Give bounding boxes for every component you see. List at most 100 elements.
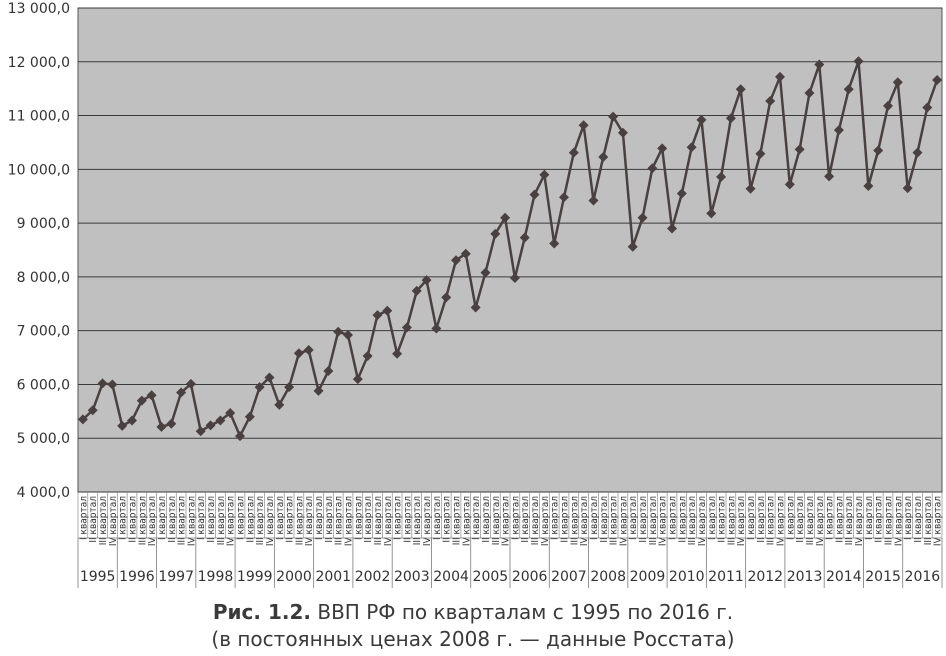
data-point [814,59,825,70]
data-point [117,420,128,431]
quarter-label: IV квартал [854,496,865,546]
year-label: 1999 [237,569,273,585]
figure-number: Рис. 1.2. [212,600,311,624]
data-point [451,255,461,266]
quarter-label: II квартал [363,496,374,543]
series-path [82,59,939,438]
quarter-label: II квартал [245,496,256,543]
quarter-label: I квартал [432,496,443,540]
data-point [362,350,373,361]
quarter-label: III квартал [373,496,384,545]
data-point [667,223,677,234]
data-point [293,348,304,359]
data-point [755,148,766,159]
data-point [588,195,599,206]
grid-lines [78,7,942,493]
y-tick-label: 13 000,0 [8,1,70,17]
quarter-label: II квартал [913,496,924,543]
data-point [205,420,216,431]
quarter-label: I квартал [275,496,286,540]
year-label: 2011 [708,569,744,585]
quarter-label: IV квартал [540,496,551,546]
quarter-label: I квартал [471,496,482,540]
data-point [107,379,118,390]
quarter-label: III квартал [177,496,188,545]
data-point [794,144,805,155]
year-label: 1995 [80,569,116,585]
data-point [303,345,314,356]
data-point [775,71,785,82]
quarter-label: IV квартал [658,496,669,546]
data-point [559,192,569,203]
year-label: 1996 [119,569,155,585]
data-point [244,411,255,422]
quarter-label: II квартал [481,496,492,543]
quarter-label: II квартал [520,496,531,543]
data-point [185,378,196,389]
data-point [608,111,619,122]
data-point [902,183,913,194]
data-point [235,431,245,442]
data-point [333,326,344,337]
quarter-label: I квартал [707,496,718,540]
quarter-label: IV квартал [422,496,433,546]
quarter-label: III квартал [726,496,737,545]
quarter-label: IV квартал [776,496,787,546]
data-point [647,163,658,174]
quarter-label: IV квартал [893,496,904,546]
quarter-label: II квартал [756,496,767,543]
year-label: 2010 [669,569,705,585]
data-point [676,188,687,199]
data-point [421,275,432,286]
data-point [431,323,442,334]
data-point [539,169,550,180]
data-point [863,181,874,192]
quarter-label: II квартал [874,496,885,543]
y-tick-label: 12 000,0 [8,55,70,71]
data-point [784,179,795,190]
y-tick-label: 4 000,0 [17,485,70,501]
quarter-label: III квартал [452,496,463,545]
data-point [549,238,560,249]
data-point [77,414,88,425]
year-label: 2009 [630,569,666,585]
quarter-label: III квартал [491,496,502,545]
quarter-label: III квартал [294,496,305,545]
quarter-label: III квартал [216,496,227,545]
quarter-label: III квартал [766,496,777,545]
data-point [617,127,628,138]
data-point [372,310,383,321]
quarter-label: III квартал [530,496,541,545]
year-label: 2013 [787,569,823,585]
quarter-label: I квартал [393,496,404,540]
year-label: 2015 [865,569,901,585]
data-point [176,387,187,398]
data-point [735,84,746,95]
quarter-label: I квартал [746,496,757,540]
data-point [284,382,295,393]
year-label: 2004 [433,569,469,585]
quarter-label: IV квартал [501,496,512,546]
year-label: 1997 [158,569,194,585]
data-point [195,426,206,437]
quarter-label: IV квартал [933,496,944,546]
quarter-label: II квартал [88,496,99,543]
data-point [686,142,697,153]
quarter-label: I квартал [196,496,207,540]
y-axis: 4 000,0 5 000,0 6 000,0 7 000,0 8 000,0 9 000… [8,1,70,501]
quarter-label: III квартал [412,496,423,545]
data-point [215,415,226,426]
data-point [490,228,501,239]
year-label: 2008 [590,569,626,585]
quarter-label: III квартал [569,496,580,545]
data-point [127,415,137,426]
quarter-label: I квартал [903,496,914,540]
data-point [765,96,776,107]
data-point [352,374,363,385]
data-point [843,84,854,95]
data-point [382,305,393,316]
quarter-label: II квартал [560,496,571,543]
y-tick-label: 6 000,0 [17,377,70,393]
data-point [716,171,727,182]
quarter-label: IV квартал [265,496,276,546]
